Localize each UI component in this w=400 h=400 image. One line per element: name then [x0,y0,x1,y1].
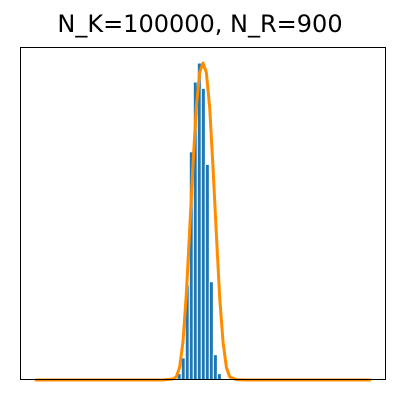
histogram-bar [208,281,214,381]
histogram-bar [200,87,206,381]
chart-title: N_K=100000, N_R=900 [57,10,343,38]
plot-frame [20,47,386,380]
fit-curve-layer [34,61,372,382]
histogram-bar [196,62,202,381]
histogram-bar [212,354,218,381]
fit-curve-line [34,61,372,382]
histogram-bar [204,163,210,381]
